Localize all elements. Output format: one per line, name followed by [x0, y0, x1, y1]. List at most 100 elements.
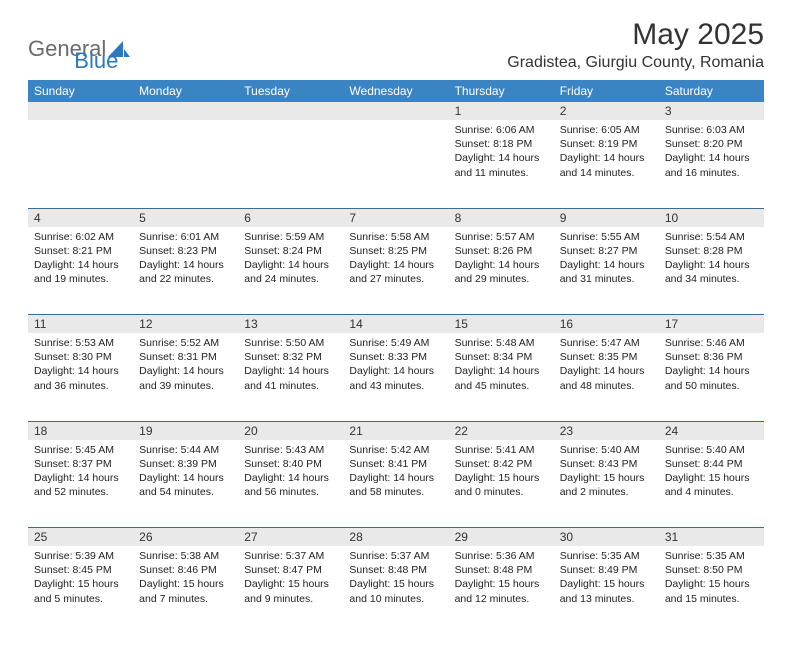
day-cell: Sunrise: 5:42 AMSunset: 8:41 PMDaylight:…	[343, 440, 448, 528]
day-cell: Sunrise: 5:55 AMSunset: 8:27 PMDaylight:…	[554, 227, 659, 315]
sunset-text: Sunset: 8:41 PM	[349, 457, 442, 471]
daynum-row: 11121314151617	[28, 315, 764, 334]
day2-text: and 27 minutes.	[349, 272, 442, 286]
day1-text: Daylight: 15 hours	[244, 577, 337, 591]
week-row: Sunrise: 6:06 AMSunset: 8:18 PMDaylight:…	[28, 120, 764, 208]
day-details: Sunrise: 5:40 AMSunset: 8:43 PMDaylight:…	[554, 440, 659, 504]
sunrise-text: Sunrise: 6:06 AM	[455, 123, 548, 137]
day1-text: Daylight: 15 hours	[560, 471, 653, 485]
day-number: 19	[133, 421, 238, 440]
day-details: Sunrise: 5:38 AMSunset: 8:46 PMDaylight:…	[133, 546, 238, 610]
day1-text: Daylight: 15 hours	[455, 577, 548, 591]
day-number: 23	[554, 421, 659, 440]
day-cell	[28, 120, 133, 208]
calendar-table: Sunday Monday Tuesday Wednesday Thursday…	[28, 80, 764, 634]
day-details: Sunrise: 6:06 AMSunset: 8:18 PMDaylight:…	[449, 120, 554, 184]
day2-text: and 39 minutes.	[139, 379, 232, 393]
day-number: 1	[449, 102, 554, 120]
sunset-text: Sunset: 8:31 PM	[139, 350, 232, 364]
day1-text: Daylight: 14 hours	[455, 258, 548, 272]
sunrise-text: Sunrise: 5:52 AM	[139, 336, 232, 350]
sunrise-text: Sunrise: 6:03 AM	[665, 123, 758, 137]
day1-text: Daylight: 15 hours	[34, 577, 127, 591]
header: General Blue May 2025 Gradistea, Giurgiu…	[28, 18, 764, 74]
day2-text: and 4 minutes.	[665, 485, 758, 499]
daynum-row: 18192021222324	[28, 421, 764, 440]
day2-text: and 54 minutes.	[139, 485, 232, 499]
day-details: Sunrise: 5:57 AMSunset: 8:26 PMDaylight:…	[449, 227, 554, 291]
daynum-row: 45678910	[28, 208, 764, 227]
sunset-text: Sunset: 8:35 PM	[560, 350, 653, 364]
day2-text: and 43 minutes.	[349, 379, 442, 393]
day-cell	[133, 120, 238, 208]
day-details: Sunrise: 6:02 AMSunset: 8:21 PMDaylight:…	[28, 227, 133, 291]
day2-text: and 7 minutes.	[139, 592, 232, 606]
day-number: 13	[238, 315, 343, 334]
day-number	[28, 102, 133, 120]
sunset-text: Sunset: 8:42 PM	[455, 457, 548, 471]
sunset-text: Sunset: 8:34 PM	[455, 350, 548, 364]
week-row: Sunrise: 6:02 AMSunset: 8:21 PMDaylight:…	[28, 227, 764, 315]
col-monday: Monday	[133, 80, 238, 102]
col-tuesday: Tuesday	[238, 80, 343, 102]
sunset-text: Sunset: 8:48 PM	[349, 563, 442, 577]
day2-text: and 29 minutes.	[455, 272, 548, 286]
daynum-row: 25262728293031	[28, 528, 764, 547]
sunset-text: Sunset: 8:23 PM	[139, 244, 232, 258]
sunset-text: Sunset: 8:28 PM	[665, 244, 758, 258]
day-cell: Sunrise: 5:46 AMSunset: 8:36 PMDaylight:…	[659, 333, 764, 421]
day-cell: Sunrise: 5:41 AMSunset: 8:42 PMDaylight:…	[449, 440, 554, 528]
day-number: 7	[343, 208, 448, 227]
sunset-text: Sunset: 8:33 PM	[349, 350, 442, 364]
sunrise-text: Sunrise: 5:55 AM	[560, 230, 653, 244]
sunrise-text: Sunrise: 6:02 AM	[34, 230, 127, 244]
sunrise-text: Sunrise: 5:41 AM	[455, 443, 548, 457]
sunrise-text: Sunrise: 5:37 AM	[244, 549, 337, 563]
sunrise-text: Sunrise: 5:35 AM	[560, 549, 653, 563]
day-cell: Sunrise: 5:37 AMSunset: 8:48 PMDaylight:…	[343, 546, 448, 634]
day2-text: and 48 minutes.	[560, 379, 653, 393]
daynum-row: 123	[28, 102, 764, 120]
sunrise-text: Sunrise: 5:45 AM	[34, 443, 127, 457]
logo-text-blue: Blue	[74, 48, 118, 74]
day-number: 4	[28, 208, 133, 227]
sunrise-text: Sunrise: 5:59 AM	[244, 230, 337, 244]
sunset-text: Sunset: 8:49 PM	[560, 563, 653, 577]
sunrise-text: Sunrise: 5:35 AM	[665, 549, 758, 563]
day1-text: Daylight: 14 hours	[34, 364, 127, 378]
sunrise-text: Sunrise: 5:40 AM	[665, 443, 758, 457]
day1-text: Daylight: 15 hours	[560, 577, 653, 591]
day2-text: and 13 minutes.	[560, 592, 653, 606]
day-number: 9	[554, 208, 659, 227]
day-number: 31	[659, 528, 764, 547]
day-details: Sunrise: 5:42 AMSunset: 8:41 PMDaylight:…	[343, 440, 448, 504]
day2-text: and 22 minutes.	[139, 272, 232, 286]
day-number: 11	[28, 315, 133, 334]
day1-text: Daylight: 15 hours	[349, 577, 442, 591]
sunset-text: Sunset: 8:36 PM	[665, 350, 758, 364]
day1-text: Daylight: 14 hours	[560, 364, 653, 378]
calendar-page: General Blue May 2025 Gradistea, Giurgiu…	[0, 0, 792, 652]
day-cell: Sunrise: 5:48 AMSunset: 8:34 PMDaylight:…	[449, 333, 554, 421]
weekday-header-row: Sunday Monday Tuesday Wednesday Thursday…	[28, 80, 764, 102]
sunset-text: Sunset: 8:46 PM	[139, 563, 232, 577]
logo: General Blue	[28, 18, 118, 74]
day2-text: and 14 minutes.	[560, 166, 653, 180]
day-details: Sunrise: 5:45 AMSunset: 8:37 PMDaylight:…	[28, 440, 133, 504]
sunset-text: Sunset: 8:25 PM	[349, 244, 442, 258]
sunrise-text: Sunrise: 5:48 AM	[455, 336, 548, 350]
sunset-text: Sunset: 8:27 PM	[560, 244, 653, 258]
title-block: May 2025 Gradistea, Giurgiu County, Roma…	[507, 18, 764, 72]
day-cell: Sunrise: 5:36 AMSunset: 8:48 PMDaylight:…	[449, 546, 554, 634]
day1-text: Daylight: 14 hours	[244, 364, 337, 378]
day2-text: and 58 minutes.	[349, 485, 442, 499]
day-cell: Sunrise: 5:52 AMSunset: 8:31 PMDaylight:…	[133, 333, 238, 421]
day1-text: Daylight: 15 hours	[455, 471, 548, 485]
day-number: 17	[659, 315, 764, 334]
day-cell: Sunrise: 5:38 AMSunset: 8:46 PMDaylight:…	[133, 546, 238, 634]
day-details: Sunrise: 5:39 AMSunset: 8:45 PMDaylight:…	[28, 546, 133, 610]
day2-text: and 31 minutes.	[560, 272, 653, 286]
day-number: 28	[343, 528, 448, 547]
day2-text: and 10 minutes.	[349, 592, 442, 606]
sunset-text: Sunset: 8:50 PM	[665, 563, 758, 577]
